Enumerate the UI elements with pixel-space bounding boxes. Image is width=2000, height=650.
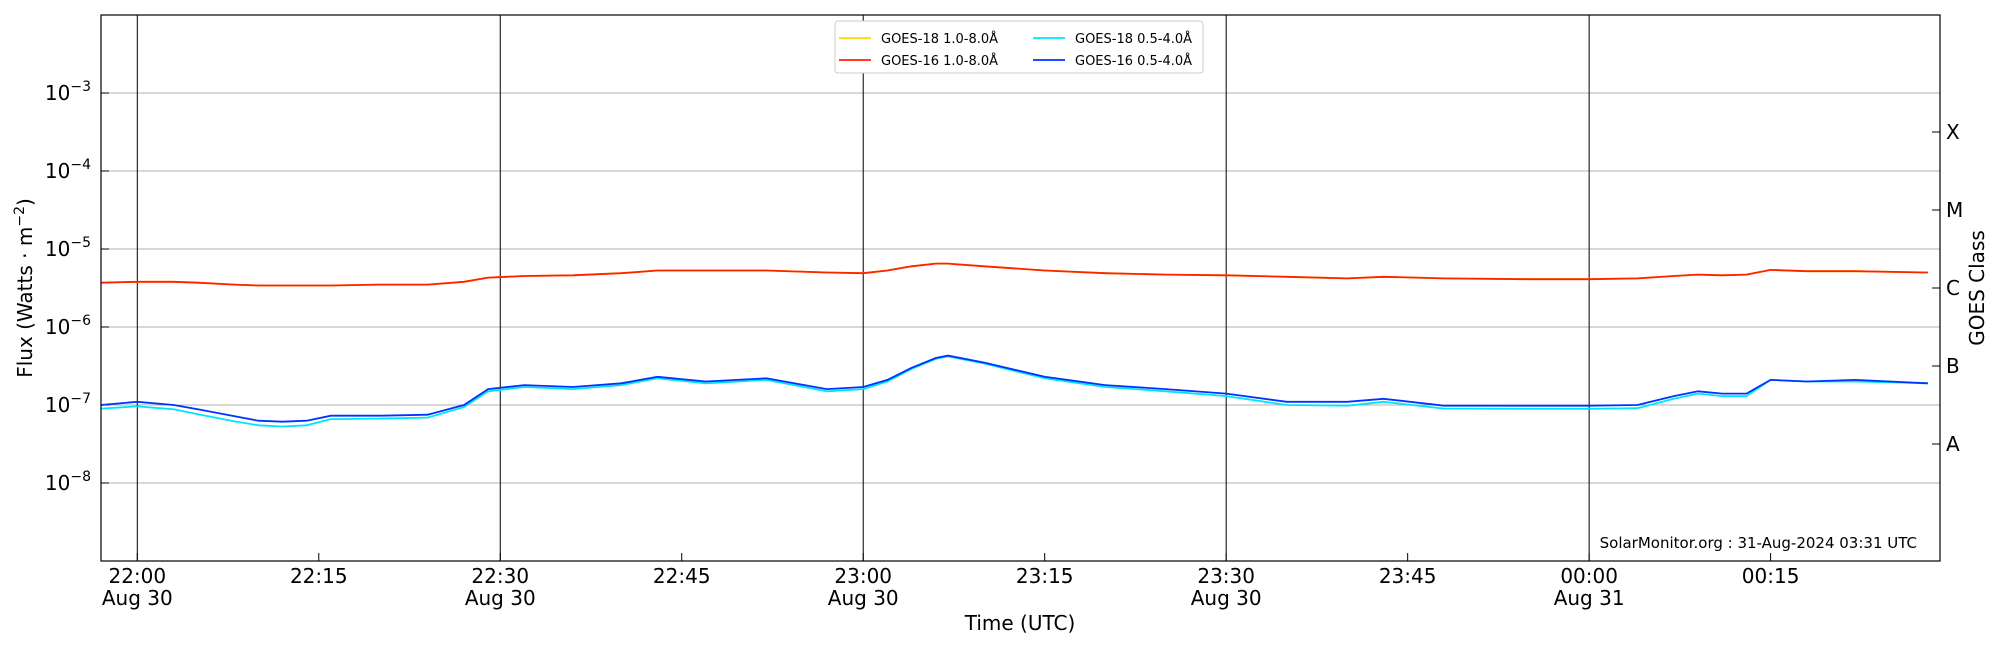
legend-box: [834, 20, 1204, 74]
y-tick-label: 10−6: [45, 313, 91, 339]
series-line: [100, 354, 1928, 423]
y-tick-base: 10: [45, 471, 70, 495]
x-tick-date: Aug 30: [1191, 586, 1262, 610]
y-tick-base: 10: [45, 237, 70, 261]
y2-tick-label: M: [1946, 198, 1963, 222]
y-tick-exp: −8: [70, 469, 91, 485]
y-tick-label: 10−5: [45, 235, 91, 261]
y-axis-label: Flux (Watts · m−2): [12, 198, 37, 378]
x-tick-label: 22:45: [653, 564, 711, 588]
x-tick-label: 22:30: [471, 564, 529, 588]
y-tick-exp: −7: [70, 391, 91, 407]
annotation: SolarMonitor.org : 31-Aug-2024 03:31 UTC: [1600, 534, 1917, 552]
y-tick-exp: −5: [70, 235, 91, 251]
x-tick-date: Aug 31: [1554, 586, 1625, 610]
y2-tick-label: B: [1946, 354, 1960, 378]
y-tick-base: 10: [45, 159, 70, 183]
legend-label: GOES-18 0.5-4.0Å: [1075, 31, 1192, 47]
y-tick-label: 10−3: [45, 79, 91, 105]
y-tick-base: 10: [45, 393, 70, 417]
series-line: [100, 355, 1928, 428]
y-tick-base: 10: [45, 81, 70, 105]
legend-label: GOES-18 1.0-8.0Å: [881, 31, 998, 47]
y2-tick-label: C: [1946, 276, 1960, 300]
x-tick-label: 23:30: [1197, 564, 1255, 588]
y2-tick-label: A: [1946, 432, 1960, 456]
series-line: [100, 262, 1928, 287]
legend-label: GOES-16 0.5-4.0Å: [1075, 53, 1192, 69]
y-axis-label-text: Flux (Watts · m: [13, 227, 37, 378]
y-axis-label-end: ): [13, 198, 37, 206]
y2-axis-label: GOES Class: [1965, 230, 1989, 346]
y-tick-exp: −3: [70, 79, 91, 95]
x-tick-date: Aug 30: [465, 586, 536, 610]
x-tick-date: Aug 30: [828, 586, 899, 610]
y-tick-label: 10−8: [45, 469, 91, 495]
x-axis-label: Time (UTC): [964, 611, 1076, 635]
x-tick-label: 22:15: [290, 564, 348, 588]
y-tick-exp: −6: [70, 313, 91, 329]
y2-tick-label: X: [1946, 120, 1960, 144]
plot-frame: [100, 14, 1941, 562]
y-tick-base: 10: [45, 315, 70, 339]
y-tick-label: 10−7: [45, 391, 91, 417]
x-tick-label: 00:00: [1560, 564, 1618, 588]
x-tick-date: Aug 30: [102, 586, 173, 610]
y-tick-label: 10−4: [45, 157, 91, 183]
x-tick-label: 22:00: [108, 564, 166, 588]
series-line: [100, 262, 1928, 287]
x-tick-label: 23:00: [834, 564, 892, 588]
y-tick-exp: −4: [70, 157, 91, 173]
y-axis-label-sup: −2: [12, 206, 28, 227]
legend-label: GOES-16 1.0-8.0Å: [881, 53, 998, 69]
x-tick-label: 23:15: [1016, 564, 1074, 588]
legend: GOES-18 1.0-8.0Å GOES-16 1.0-8.0Å GOES-18 …: [834, 20, 1204, 74]
x-tick-label: 00:15: [1742, 564, 1800, 588]
x-tick-label: 23:45: [1379, 564, 1437, 588]
